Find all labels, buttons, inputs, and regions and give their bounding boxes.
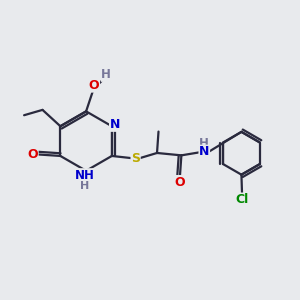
Text: NH: NH (75, 169, 94, 182)
Text: H: H (80, 181, 89, 191)
Text: O: O (174, 176, 184, 189)
Text: N: N (199, 145, 209, 158)
Text: O: O (27, 148, 38, 161)
Text: S: S (131, 152, 140, 165)
Text: O: O (89, 79, 99, 92)
Text: N: N (110, 118, 120, 131)
Text: H: H (199, 137, 209, 150)
Text: Cl: Cl (236, 193, 249, 206)
Text: H: H (101, 68, 111, 81)
